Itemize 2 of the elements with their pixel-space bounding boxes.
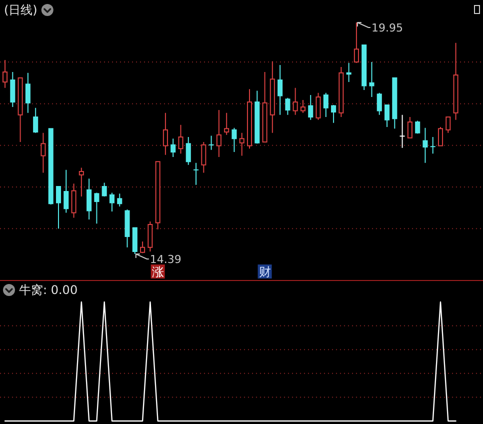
chart-title: (日线) (4, 3, 38, 17)
chart-title: 牛窝: 0.00 (19, 283, 78, 297)
